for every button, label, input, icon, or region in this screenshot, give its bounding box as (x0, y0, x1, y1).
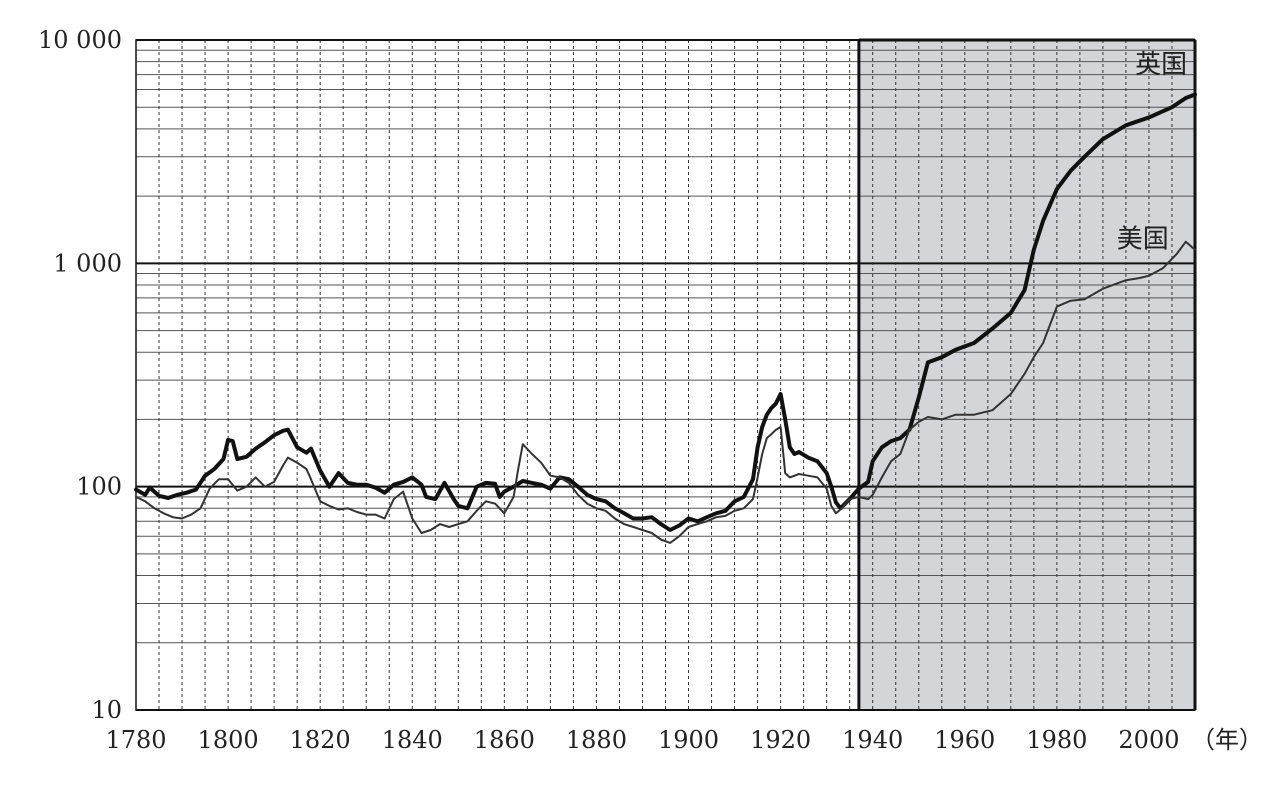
x-tick-label: 1900 (658, 726, 719, 754)
x-tick-label: 1860 (474, 726, 535, 754)
x-tick-label: 1940 (842, 726, 903, 754)
x-tick-label: 1800 (198, 726, 259, 754)
y-tick-label: 1 000 (53, 249, 122, 277)
series-line-us (135, 240, 1196, 544)
y-tick-label: 10 (91, 696, 122, 724)
series-label-us: 美国 (1117, 224, 1169, 254)
x-tick-label: 1780 (105, 726, 166, 754)
x-tick-label: 1840 (382, 726, 443, 754)
y-tick-label: 100 (76, 473, 122, 501)
shaded-region (858, 40, 1195, 710)
y-tick-label: 10 000 (38, 26, 122, 54)
x-tick-label: 2000 (1118, 726, 1179, 754)
x-tick-label: 1920 (750, 726, 811, 754)
series-label-uk: 英国 (1135, 50, 1187, 80)
x-tick-label: 1980 (1026, 726, 1087, 754)
x-tick-label: 1960 (934, 726, 995, 754)
x-tick-label: 1880 (566, 726, 627, 754)
x-tick-label: 1820 (290, 726, 351, 754)
x-unit-label: （年） (1191, 726, 1263, 754)
